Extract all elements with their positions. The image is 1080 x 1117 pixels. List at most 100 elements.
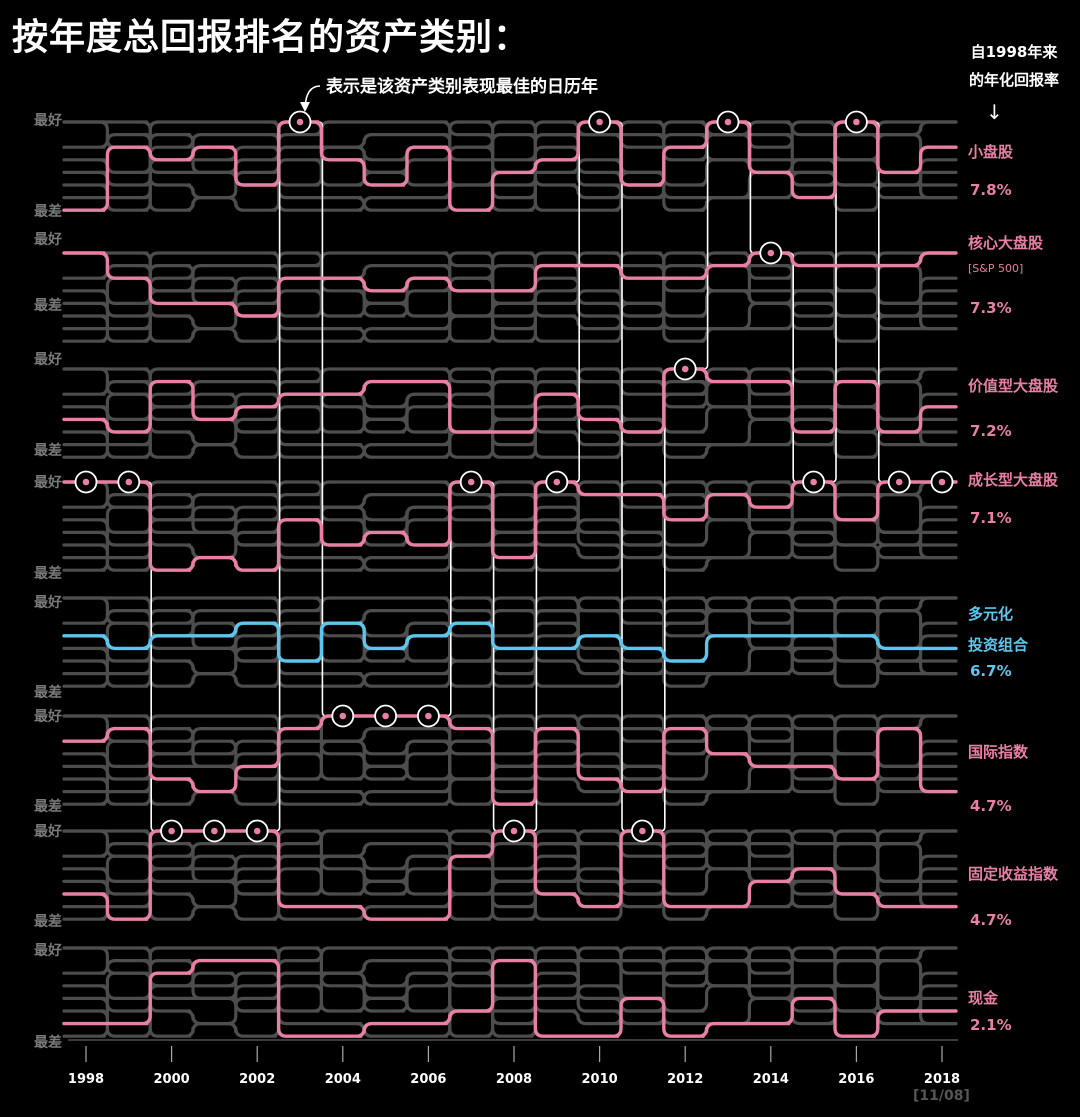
best-rank-label: 最好 bbox=[34, 823, 62, 840]
best-year-dot bbox=[253, 827, 261, 835]
best-year-dot bbox=[853, 118, 860, 126]
grid-strand bbox=[62, 251, 958, 318]
series-line-4 bbox=[62, 621, 958, 663]
grid-strand bbox=[62, 714, 958, 781]
best-year-dot bbox=[125, 478, 133, 486]
x-tick-label: 2002 bbox=[239, 1072, 275, 1087]
best-rank-label: 最好 bbox=[34, 708, 62, 725]
best-year-dot bbox=[767, 249, 775, 257]
grid-strand bbox=[62, 480, 958, 547]
series-return: 7.2% bbox=[970, 422, 1012, 440]
series-line-0 bbox=[62, 120, 958, 212]
grid-strand bbox=[62, 367, 958, 434]
x-tick-label: 2000 bbox=[154, 1072, 190, 1087]
grid-strand bbox=[62, 714, 958, 781]
series-name: 现金 bbox=[968, 989, 999, 1007]
grid-strand bbox=[62, 714, 958, 806]
callout-arrow-head bbox=[300, 102, 310, 112]
worst-rank-label: 最差 bbox=[34, 565, 62, 582]
series-name: 投资组合 bbox=[968, 636, 1029, 654]
x-tick-label: 2006 bbox=[410, 1072, 446, 1087]
series-return: 2.1% bbox=[970, 1016, 1012, 1034]
series-name: 固定收益指数 bbox=[968, 865, 1059, 883]
best-rank-label: 最好 bbox=[34, 351, 62, 368]
best-year-dot bbox=[553, 478, 561, 486]
return-note-line-2: 的年化回报率 bbox=[968, 71, 1059, 89]
grid-strand bbox=[62, 946, 958, 1013]
chart-title: 按年度总回报排名的资产类别： bbox=[12, 17, 531, 58]
best-rank-label: 最好 bbox=[34, 594, 62, 611]
grid-strand bbox=[62, 608, 958, 688]
series-name: 小盘股 bbox=[968, 143, 1014, 161]
worst-rank-label: 最差 bbox=[34, 1034, 62, 1051]
series-name: 价值型大盘股 bbox=[968, 377, 1059, 395]
x-tick-label: 2016 bbox=[838, 1072, 874, 1087]
series-return: 4.7% bbox=[970, 911, 1012, 929]
best-year-dot bbox=[168, 827, 175, 835]
best-rank-label: 最好 bbox=[34, 231, 62, 248]
grid-strand bbox=[62, 120, 958, 187]
grid-strand bbox=[62, 841, 958, 921]
grid-strand bbox=[62, 493, 958, 572]
grid-strand bbox=[62, 596, 958, 688]
best-year-dot bbox=[639, 827, 646, 835]
best-year-dot bbox=[810, 478, 817, 486]
best-year-dot bbox=[339, 712, 347, 720]
return-note: 自1998年来 的年化回报率 bbox=[955, 38, 1073, 94]
series-line-1 bbox=[62, 251, 958, 318]
series-name: 多元化 bbox=[968, 605, 1013, 623]
series-name: 国际指数 bbox=[968, 743, 1029, 761]
series-name: 成长型大盘股 bbox=[968, 471, 1059, 489]
x-tick-label: 2012 bbox=[667, 1072, 703, 1087]
series-line-2 bbox=[62, 367, 958, 434]
series-return: 7.8% bbox=[970, 181, 1012, 199]
series-line-6 bbox=[62, 829, 958, 921]
series-subtitle: [S&P 500] bbox=[968, 262, 1023, 275]
down-arrow-icon: ↓ bbox=[986, 100, 1003, 124]
x-tick-label: 2014 bbox=[753, 1072, 789, 1087]
best-year-dot bbox=[510, 827, 518, 835]
best-year-dot bbox=[296, 118, 304, 126]
grid-strand bbox=[62, 726, 958, 806]
callout-text: 表示是该资产类别表现最佳的日历年 bbox=[326, 77, 598, 97]
x-tick-label: 1998 bbox=[68, 1072, 104, 1087]
grid-strand bbox=[62, 596, 958, 663]
grid-strand bbox=[62, 946, 958, 1013]
best-year-dot bbox=[681, 365, 689, 373]
best-year-dot bbox=[895, 478, 903, 486]
grid-strand bbox=[62, 145, 958, 187]
worst-rank-label: 最差 bbox=[34, 684, 62, 701]
grid-strand bbox=[62, 251, 958, 343]
grid-strand bbox=[62, 480, 958, 547]
grid-strand bbox=[62, 946, 958, 1038]
best-year-dot bbox=[467, 478, 475, 486]
series-return: 7.1% bbox=[970, 509, 1012, 527]
grid-strand bbox=[62, 120, 958, 187]
x-tick-label: 2008 bbox=[496, 1072, 532, 1087]
worst-rank-label: 最差 bbox=[34, 913, 62, 930]
worst-rank-label: 最差 bbox=[34, 442, 62, 459]
grid-strand bbox=[62, 133, 958, 212]
best-rank-label: 最好 bbox=[34, 112, 62, 129]
best-year-dot bbox=[82, 478, 90, 486]
best-year-dot bbox=[938, 478, 946, 486]
grid-strand bbox=[62, 276, 958, 318]
worst-rank-label: 最差 bbox=[34, 798, 62, 815]
series-return: 6.7% bbox=[970, 662, 1012, 680]
x-tick-label: 2010 bbox=[582, 1072, 618, 1087]
best-rank-label: 最好 bbox=[34, 942, 62, 959]
grid-strand bbox=[62, 854, 958, 896]
series-return: 4.7% bbox=[970, 797, 1012, 815]
x-tick-label: 2018 bbox=[924, 1072, 960, 1087]
worst-rank-label: 最差 bbox=[34, 297, 62, 314]
grid-strand bbox=[62, 739, 958, 781]
series-line-5 bbox=[62, 714, 958, 806]
grid-strand bbox=[62, 505, 958, 547]
best-year-dot bbox=[425, 712, 432, 720]
grid-strand bbox=[62, 120, 958, 212]
best-year-dot bbox=[596, 118, 603, 126]
series-line-7 bbox=[62, 958, 958, 1038]
grid-strand bbox=[62, 971, 958, 1013]
grid-strand bbox=[62, 596, 958, 663]
